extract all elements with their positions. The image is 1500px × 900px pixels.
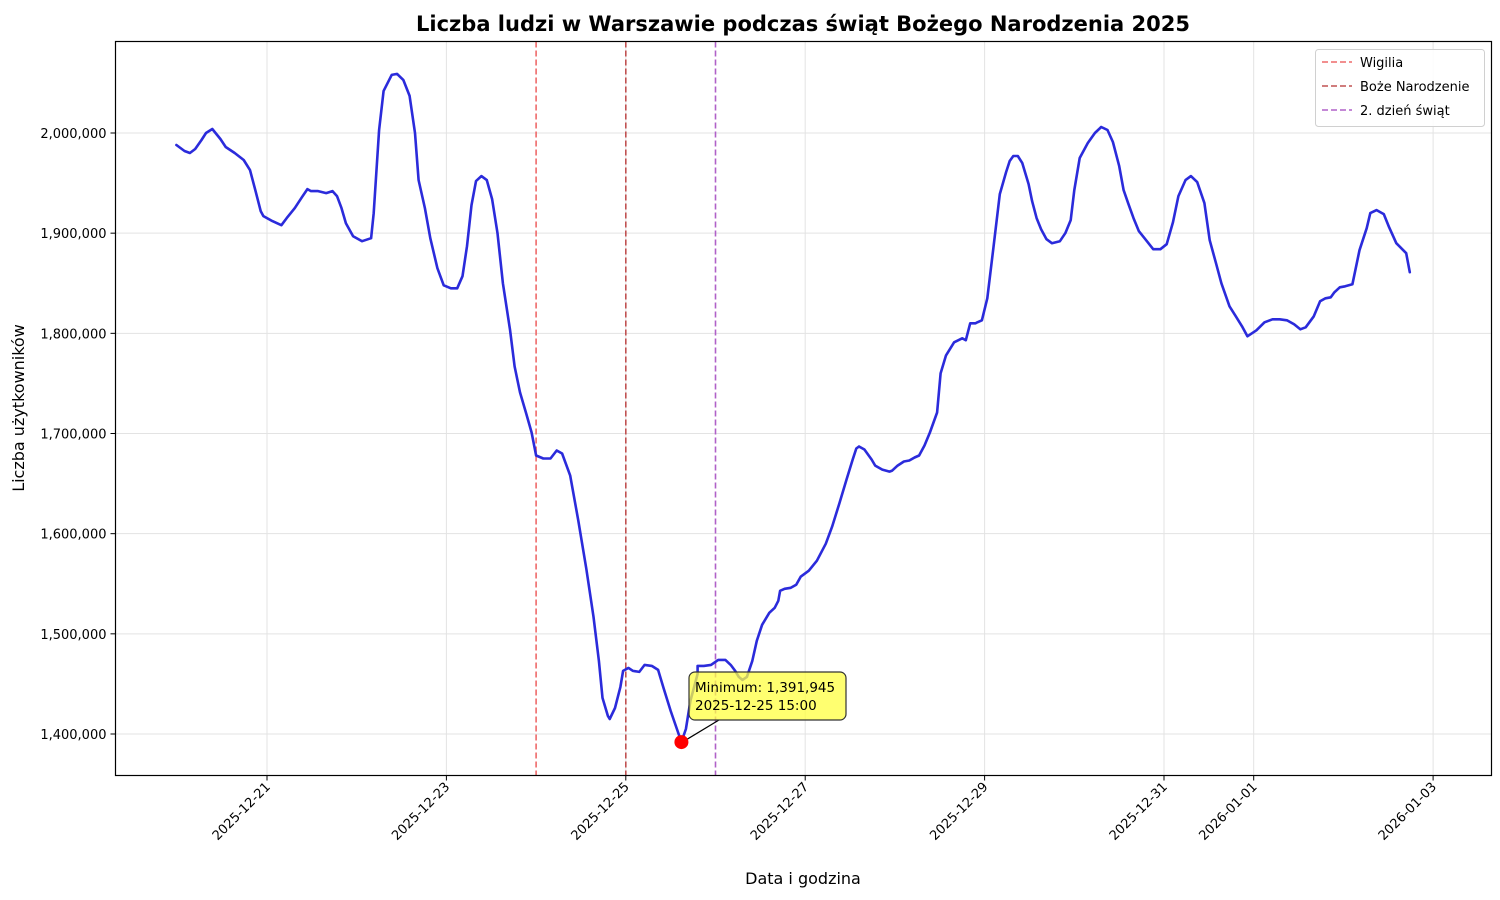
x-tick-label: 2025-12-31 xyxy=(1107,780,1171,844)
y-tick-label: 1,500,000 xyxy=(40,628,106,643)
y-tick-label: 2,000,000 xyxy=(40,127,106,142)
minimum-annotation: Minimum: 1,391,945 2025-12-25 15:00 xyxy=(674,671,847,750)
annotation-box xyxy=(688,671,847,721)
chart-title: Liczba ludzi w Warszawie podczas świąt B… xyxy=(416,12,1190,36)
data-series xyxy=(175,72,1412,744)
y-tick-label: 1,400,000 xyxy=(40,728,106,743)
annotation-arrow xyxy=(687,719,720,740)
minimum-marker xyxy=(674,735,689,750)
legend-label: Wigilia xyxy=(1360,56,1403,71)
y-tick-label: 1,600,000 xyxy=(40,528,106,543)
y-axis-label: Liczba użytkowników xyxy=(9,324,28,492)
x-tick-label: 2025-12-27 xyxy=(748,780,812,844)
holiday-lines xyxy=(535,41,717,776)
series-line xyxy=(175,72,1412,744)
x-tick-label: 2025-12-29 xyxy=(927,780,991,844)
x-tick-label: 2025-12-25 xyxy=(569,780,633,844)
x-axis-label: Data i godzina xyxy=(745,869,861,888)
x-axis-ticks: 2025-12-21 2025-12-23 2025-12-25 2025-12-27… xyxy=(210,775,1440,844)
legend-label: Boże Narodzenie xyxy=(1360,80,1469,95)
y-tick-label: 1,800,000 xyxy=(40,327,106,342)
y-tick-label: 1,900,000 xyxy=(40,227,106,242)
annotation-line-1: Minimum: 1,391,945 xyxy=(695,680,835,696)
x-tick-label: 2025-12-21 xyxy=(210,780,274,844)
legend-label: 2. dzień świąt xyxy=(1360,104,1450,119)
y-axis-ticks: 1,400,000 1,500,000 1,600,000 1,700,000 1,80… xyxy=(40,127,116,743)
legend-box xyxy=(1315,49,1485,127)
y-tick-label: 1,700,000 xyxy=(40,428,106,443)
x-tick-label: 2025-12-23 xyxy=(389,780,453,844)
gridlines xyxy=(115,41,1492,776)
x-tick-label: 2026-01-01 xyxy=(1196,780,1260,844)
plot-frame xyxy=(114,40,1493,777)
legend: Wigilia Boże Narodzenie 2. dzień świąt xyxy=(1315,49,1485,127)
annotation-line-2: 2025-12-25 15:00 xyxy=(695,698,817,714)
x-tick-label: 2026-01-03 xyxy=(1376,780,1440,844)
